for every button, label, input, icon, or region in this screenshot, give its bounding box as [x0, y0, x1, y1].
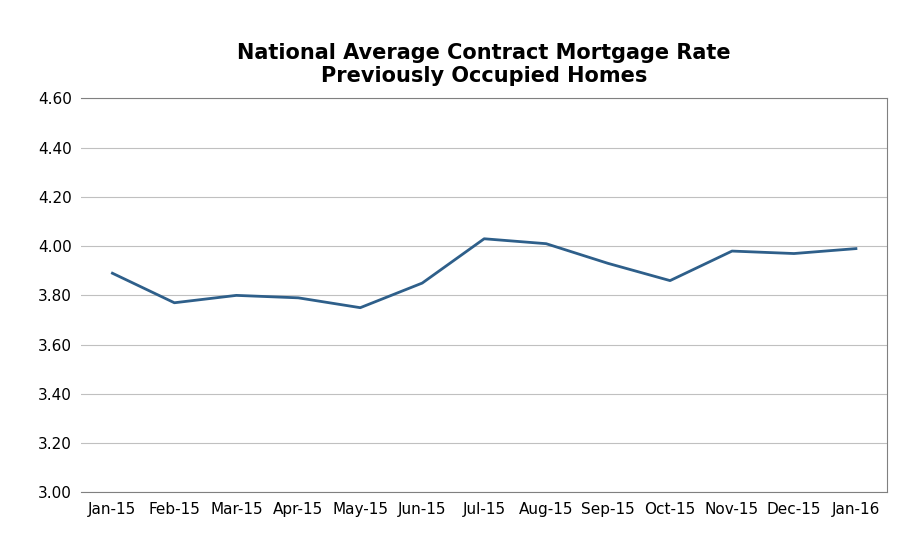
Title: National Average Contract Mortgage Rate
Previously Occupied Homes: National Average Contract Mortgage Rate … [237, 43, 731, 86]
